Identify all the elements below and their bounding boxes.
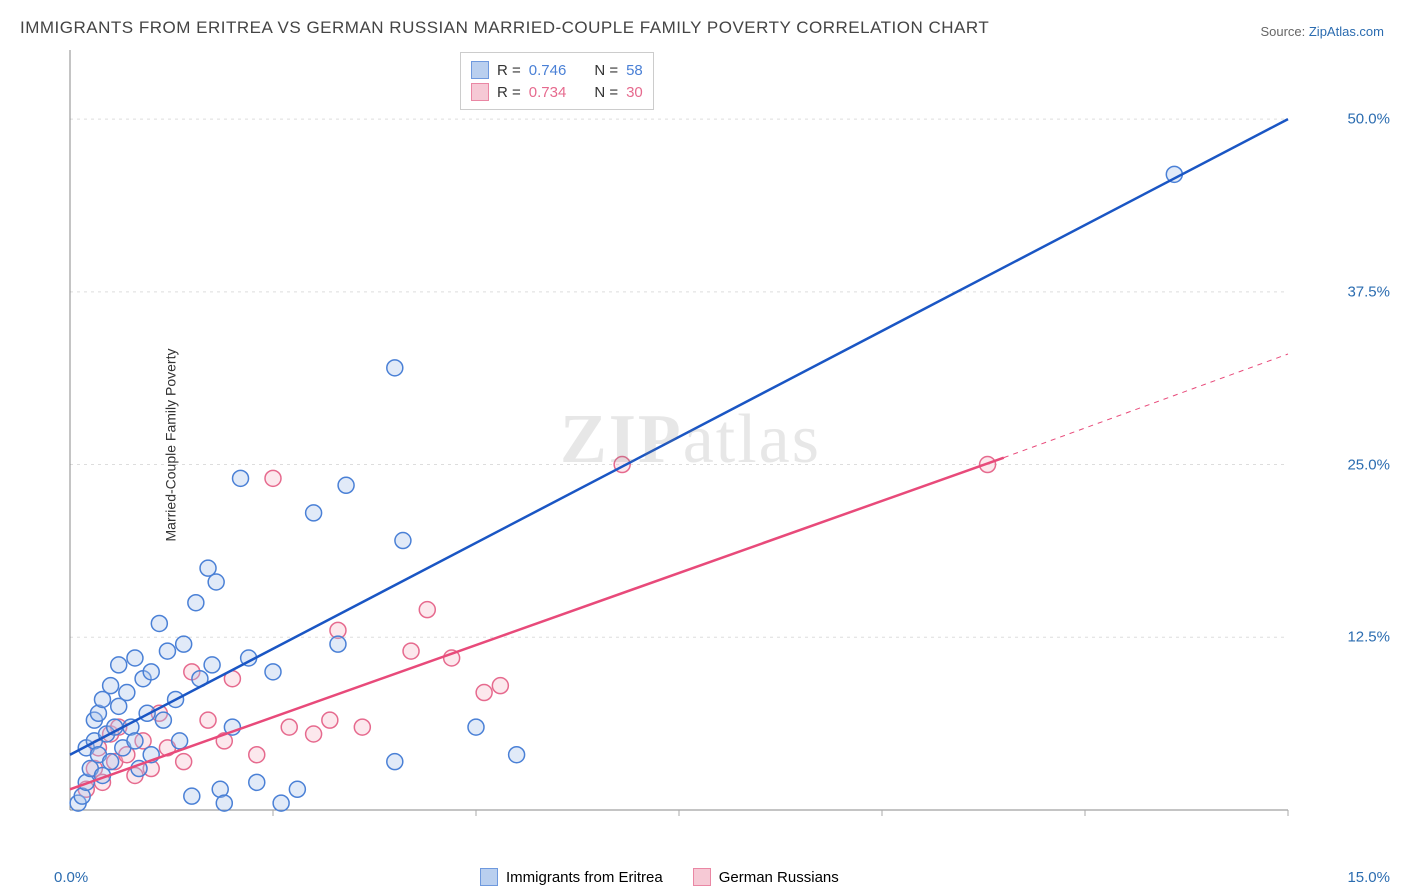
swatch-icon bbox=[471, 61, 489, 79]
chart-title: IMMIGRANTS FROM ERITREA VS GERMAN RUSSIA… bbox=[20, 18, 989, 38]
n-value: 30 bbox=[626, 84, 643, 101]
source-link[interactable]: ZipAtlas.com bbox=[1309, 24, 1384, 39]
correlation-legend: R = 0.746 N = 58 R = 0.734 N = 30 bbox=[460, 52, 654, 110]
y-axis-label: Married-Couple Family Poverty bbox=[162, 349, 178, 542]
y-tick-label: 25.0% bbox=[1347, 456, 1390, 473]
series-name: Immigrants from Eritrea bbox=[506, 869, 663, 886]
plot-area: Married-Couple Family Poverty bbox=[60, 50, 1348, 840]
source-attribution: Source: ZipAtlas.com bbox=[1260, 24, 1384, 39]
legend-item: German Russians bbox=[693, 868, 839, 886]
swatch-icon bbox=[471, 83, 489, 101]
r-value: 0.746 bbox=[529, 62, 567, 79]
x-max-label: 15.0% bbox=[1347, 869, 1390, 886]
y-tick-label: 37.5% bbox=[1347, 283, 1390, 300]
swatch-icon bbox=[693, 868, 711, 886]
r-label: R = bbox=[497, 84, 521, 101]
r-value: 0.734 bbox=[529, 84, 567, 101]
series-name: German Russians bbox=[719, 869, 839, 886]
source-prefix: Source: bbox=[1260, 24, 1308, 39]
n-label: N = bbox=[594, 62, 618, 79]
y-tick-label: 50.0% bbox=[1347, 111, 1390, 128]
legend-item: Immigrants from Eritrea bbox=[480, 868, 663, 886]
n-value: 58 bbox=[626, 62, 643, 79]
series-legend: Immigrants from Eritrea German Russians bbox=[480, 868, 839, 886]
y-tick-label: 12.5% bbox=[1347, 629, 1390, 646]
n-label: N = bbox=[594, 84, 618, 101]
r-label: R = bbox=[497, 62, 521, 79]
scatter-chart-svg bbox=[60, 50, 1348, 840]
legend-row: R = 0.746 N = 58 bbox=[471, 59, 643, 81]
legend-row: R = 0.734 N = 30 bbox=[471, 81, 643, 103]
swatch-icon bbox=[480, 868, 498, 886]
x-origin-label: 0.0% bbox=[54, 869, 88, 886]
